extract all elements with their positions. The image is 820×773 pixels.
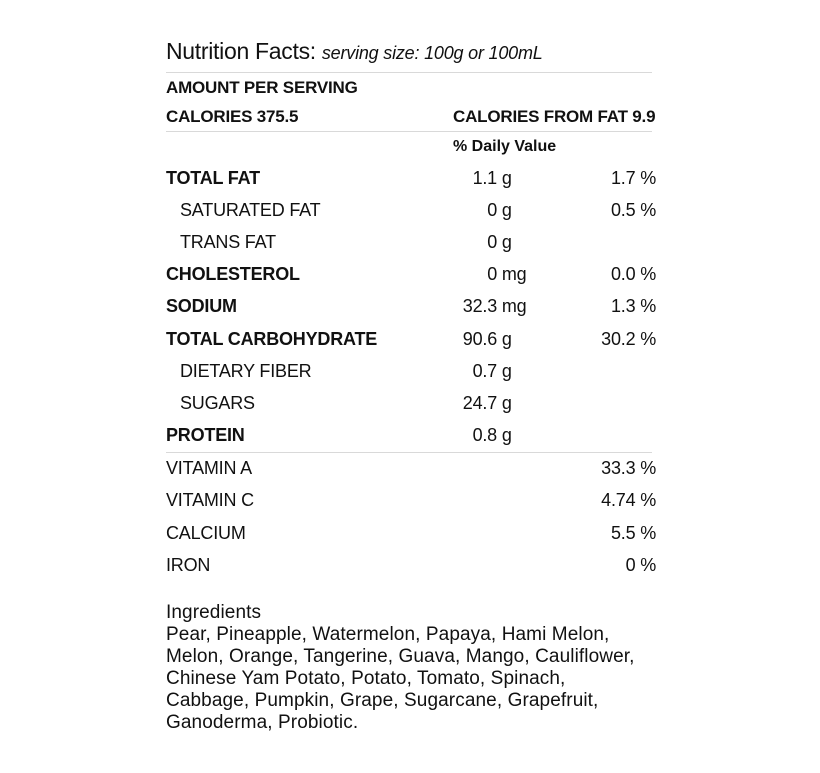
nutrient-row: TRANS FAT 0 g (166, 226, 656, 258)
vitamin-row: VITAMIN C 4.74 % (166, 485, 656, 517)
nutrient-amount: 0.7 g (472, 360, 512, 381)
vitamin-daily-value: 4.74 % (601, 490, 656, 511)
nutrient-amount: 0.8 g (472, 425, 512, 446)
nutrient-amount: 0 g (487, 231, 512, 252)
nutrient-row: CHOLESTEROL 0 mg 0.0 % (166, 259, 656, 291)
ingredients-line: Pear, Pineapple, Watermelon, Papaya, Ham… (166, 624, 610, 645)
nutrient-label: TRANS FAT (180, 231, 276, 252)
daily-value-label: % Daily Value (453, 138, 557, 155)
vitamin-label: VITAMIN A (166, 458, 252, 479)
nutrient-label: SATURATED FAT (180, 199, 321, 220)
title-row: Nutrition Facts: serving size: 100g or 1… (166, 36, 656, 72)
divider (166, 451, 652, 453)
nutrient-list: TOTAL FAT 1.1 g 1.7 % SATURATED FAT 0 g … (166, 162, 656, 452)
nutrient-row: TOTAL CARBOHYDRATE 90.6 g 30.2 % (166, 323, 656, 355)
vitamin-label: IRON (166, 554, 211, 575)
daily-value-header: % Daily Value (166, 132, 656, 162)
vitamin-label: VITAMIN C (166, 490, 254, 511)
vitamin-row: IRON 0 % (166, 549, 656, 581)
vitamin-list: VITAMIN A 33.3 % VITAMIN C 4.74 % CALCIU… (166, 453, 656, 582)
divider (166, 72, 652, 73)
nutrient-daily-value: 1.7 % (610, 167, 656, 188)
serving-size: serving size: 100g or 100mL (321, 43, 543, 63)
nutrient-amount: 0 g (487, 199, 512, 220)
nutrient-label: TOTAL CARBOHYDRATE (166, 328, 378, 349)
nutrient-amount: 90.6 g (462, 328, 512, 349)
nutrient-label: SUGARS (180, 392, 255, 413)
nutrient-row: PROTEIN 0.8 g (166, 420, 656, 452)
ingredients-line: Chinese Yam Potato, Potato, Tomato, Spin… (166, 668, 566, 689)
nutrient-label: CHOLESTEROL (166, 264, 300, 285)
ingredients-line: Cabbage, Pumpkin, Grape, Sugarcane, Grap… (166, 690, 599, 711)
nutrient-row: SUGARS 24.7 g (166, 387, 656, 419)
ingredients-title: Ingredients (166, 602, 262, 623)
nutrient-daily-value: 0.0 % (610, 264, 656, 285)
amount-per-serving: AMOUNT PER SERVING (166, 77, 358, 97)
calories-row: CALORIES 375.5 CALORIES FROM FAT 9.9 (166, 102, 656, 131)
nutrient-label: SODIUM (166, 296, 237, 317)
vitamin-daily-value: 0 % (625, 554, 657, 575)
nutrient-row: SODIUM 32.3 mg 1.3 % (166, 291, 656, 323)
nutrient-amount: 24.7 g (462, 392, 512, 413)
nutrient-row: DIETARY FIBER 0.7 g (166, 355, 656, 387)
ingredients-line: Ganoderma, Probiotic. (166, 712, 359, 733)
divider (166, 131, 652, 132)
nutrient-label: PROTEIN (166, 425, 245, 446)
ingredients-line: Melon, Orange, Tangerine, Guava, Mango, … (166, 646, 635, 667)
vitamin-label: CALCIUM (166, 522, 246, 543)
nutrient-daily-value: 1.3 % (610, 296, 656, 317)
nutrition-title: Nutrition Facts: (166, 38, 316, 64)
nutrient-row: TOTAL FAT 1.1 g 1.7 % (166, 162, 656, 194)
vitamin-daily-value: 5.5 % (610, 522, 656, 543)
nutrient-daily-value: 0.5 % (610, 199, 656, 220)
nutrient-amount: 1.1 g (472, 167, 512, 188)
vitamin-row: CALCIUM 5.5 % (166, 517, 656, 549)
ingredients-block: Ingredients Pear, Pineapple, Watermelon,… (166, 602, 666, 734)
calories: CALORIES 375.5 (166, 106, 299, 126)
nutrient-label: TOTAL FAT (166, 167, 260, 188)
nutrient-daily-value: 30.2 % (601, 328, 656, 349)
nutrient-row: SATURATED FAT 0 g 0.5 % (166, 194, 656, 226)
nutrition-facts-panel: Nutrition Facts: serving size: 100g or 1… (166, 36, 656, 581)
vitamin-row: VITAMIN A 33.3 % (166, 453, 656, 485)
vitamin-daily-value: 33.3 % (601, 458, 656, 479)
nutrient-amount: 32.3 mg (462, 296, 527, 317)
nutrient-amount: 0 mg (487, 264, 527, 285)
nutrient-label: DIETARY FIBER (180, 360, 312, 381)
calories-from-fat: CALORIES FROM FAT 9.9 (453, 106, 656, 126)
